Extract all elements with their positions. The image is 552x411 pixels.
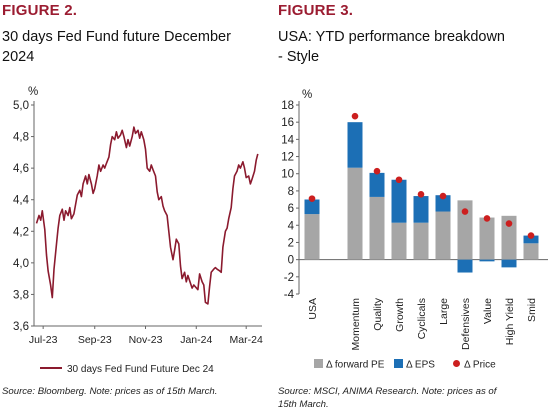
y-axis-unit: % [28, 86, 38, 98]
y-tick-label: 0 [288, 255, 294, 267]
bar-eps [523, 235, 539, 244]
y-tick-label: 4 [288, 220, 295, 232]
bar-forward-pe [435, 211, 451, 260]
figure-2-label: FIGURE 2. [2, 2, 78, 19]
category-label: High Yield [504, 298, 516, 345]
figure-3-title: USA: YTD performance breakdown - Style [278, 27, 505, 67]
marker-price [527, 232, 535, 239]
series-line-fed-fund-future [35, 126, 259, 305]
figure-3-panel: FIGURE 3. USA: YTD performance breakdown… [276, 0, 552, 410]
marker-price [439, 192, 447, 200]
x-tick-label: Sep-23 [78, 334, 112, 346]
figure-3-source-line-1: Source: MSCI, ANIMA Research. Note: pric… [278, 386, 497, 397]
y-tick-label: 6 [288, 203, 294, 215]
category-label: Momentum [350, 298, 362, 351]
y-tick-label: 4,0 [13, 258, 29, 270]
bar-eps [479, 259, 495, 262]
category-label: USA [307, 298, 319, 320]
legend-label: Δ forward PE [326, 360, 385, 371]
category-label: Quality [372, 297, 384, 330]
y-tick-label: 14 [281, 134, 294, 146]
figure-3-source: Source: MSCI, ANIMA Research. Note: pric… [278, 385, 496, 411]
bar-chart: % 18 16 14 12 10 8 6 4 2 0 -2 -4 USA Momentum Quality Gr… [281, 89, 548, 371]
bar-eps [413, 196, 429, 223]
figure-3-label: FIGURE 3. [278, 2, 354, 19]
marker-price [417, 191, 425, 198]
category-label: Growth [394, 298, 406, 332]
category-label: Defensives [460, 298, 472, 350]
y-tick-label: 2 [288, 237, 294, 249]
bar-forward-pe [369, 196, 385, 260]
figure-2-title-line-1: 30 days Fed Fund future December [2, 29, 231, 45]
category-label: Cyclicals [416, 298, 428, 339]
figure-2-title: 30 days Fed Fund future December 2024 [2, 27, 231, 67]
bar-eps [347, 122, 363, 168]
figure-3-title-line-1: USA: YTD performance breakdown [278, 29, 506, 45]
category-label: Large [438, 298, 450, 325]
legend-swatch [394, 359, 403, 368]
legend-label: Δ EPS [406, 360, 435, 371]
bar-eps [435, 195, 451, 212]
y-tick-label: 8 [288, 186, 294, 198]
y-tick-label: 18 [281, 100, 294, 112]
marker-price [395, 176, 403, 184]
y-tick-label: 4,6 [13, 163, 29, 175]
y-tick-label: 3,8 [13, 289, 29, 301]
figure-2-panel: FIGURE 2. 30 days Fed Fund future Decemb… [0, 0, 270, 410]
bar-eps [391, 179, 407, 223]
x-tick-label: Nov-23 [129, 334, 163, 346]
x-tick-label: Jan-24 [180, 334, 212, 346]
y-tick-label: 12 [281, 152, 294, 164]
marker-price [505, 220, 513, 227]
y-tick-label: 4,2 [13, 226, 29, 238]
marker-price [461, 208, 469, 215]
marker-price [351, 112, 359, 120]
bar-forward-pe [347, 167, 363, 260]
category-label: Smid [526, 298, 538, 322]
y-tick-label: 4,4 [13, 195, 30, 207]
figure-3-source-line-2: 15th March. [278, 399, 329, 410]
legend-swatch [314, 359, 323, 368]
y-tick-label: -2 [284, 272, 294, 284]
category-label: Value [482, 298, 494, 324]
bar-eps [457, 259, 473, 273]
bar-forward-pe [501, 215, 517, 260]
y-tick-label: 16 [281, 117, 294, 129]
figure-2-title-line-2: 2024 [2, 49, 35, 65]
y-tick-label: 5,0 [13, 100, 29, 112]
marker-price [308, 195, 316, 202]
legend-label: 30 days Fed Fund Future Dec 24 [67, 364, 214, 375]
bar-forward-pe [479, 217, 495, 260]
y-tick-label: 3,6 [13, 321, 29, 333]
bar-forward-pe [391, 222, 407, 260]
x-tick-label: Mar-24 [230, 334, 263, 346]
y-axis-unit: % [302, 89, 312, 101]
figure-2-source: Source: Bloomberg. Note: prices as of 15… [2, 386, 218, 397]
y-tick-label: -4 [284, 289, 295, 301]
legend-swatch [453, 360, 460, 367]
bar-eps [501, 259, 517, 268]
figure-3-title-line-2: - Style [278, 49, 320, 65]
y-tick-label: 10 [281, 169, 294, 181]
bar-forward-pe [457, 200, 473, 260]
legend-label: Δ Price [464, 360, 496, 371]
bar-eps [369, 172, 385, 197]
bar-eps [304, 199, 320, 215]
bar-forward-pe [413, 222, 429, 260]
marker-price [373, 167, 381, 175]
marker-price [483, 215, 491, 222]
bar-forward-pe [523, 243, 539, 260]
y-tick-label: 4,8 [13, 132, 29, 144]
bar-forward-pe [304, 214, 320, 260]
x-tick-label: Jul-23 [29, 334, 58, 346]
